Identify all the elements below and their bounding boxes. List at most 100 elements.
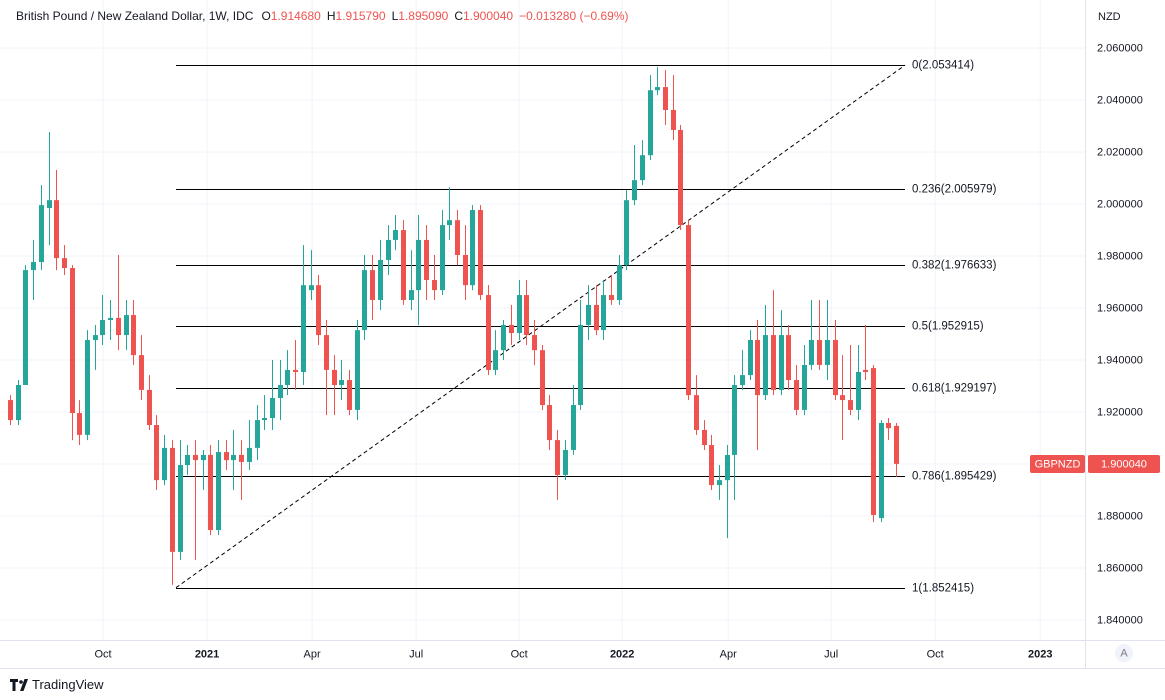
candle-body [655, 87, 660, 91]
candle-body [239, 454, 244, 462]
last-price-label: 1.900040 [1101, 458, 1147, 470]
candle-body [771, 335, 776, 390]
candle-body [347, 380, 352, 410]
candle-body [332, 369, 337, 385]
x-tick-label: 2022 [610, 648, 634, 660]
candle-body [93, 335, 98, 341]
brand-name: TradingView [32, 677, 104, 692]
x-tick-label: Oct [927, 648, 944, 660]
header-title: British Pound / New Zealand Dollar, 1W, … [16, 9, 254, 23]
ohlc-value: 1.915790 [336, 9, 386, 23]
y-axis-label: NZD [1098, 11, 1121, 23]
candle-body [16, 384, 21, 421]
candle-body [663, 87, 668, 110]
candle-body [293, 369, 298, 372]
candle-body [632, 180, 637, 201]
candle-body [178, 465, 183, 552]
x-tick-label: Apr [304, 648, 321, 660]
candle-body [879, 422, 884, 519]
candle-body [8, 400, 13, 421]
candle-body [386, 239, 391, 260]
candle-body [678, 129, 683, 226]
candle-body [362, 270, 367, 331]
candle-body [540, 350, 545, 406]
candle-body [116, 317, 121, 336]
x-tick-label: Oct [94, 648, 111, 660]
x-tick-label: Jul [824, 648, 838, 660]
symbol-tag [1030, 455, 1085, 473]
candle-body [447, 220, 452, 226]
candle-body [779, 335, 784, 390]
candle-body [571, 405, 576, 450]
candle-body [216, 452, 221, 531]
candle-body [871, 368, 876, 515]
candle-body [578, 324, 583, 406]
fib-level-label: 0.786(1.895429) [912, 471, 997, 483]
candle-body [686, 225, 691, 396]
candle-body [193, 454, 198, 461]
candle-body [401, 230, 406, 300]
candle-body [709, 445, 714, 486]
candle-body [748, 340, 753, 376]
candle-body [139, 355, 144, 390]
x-tick-label: 2021 [195, 648, 219, 660]
candle-body [231, 454, 236, 461]
candle-body [702, 429, 707, 446]
candle-body [624, 200, 629, 266]
brand-logo [10, 679, 28, 691]
candle-body [493, 350, 498, 370]
candle-body [285, 369, 290, 385]
y-tick-label: 1.920000 [1097, 406, 1143, 418]
header: British Pound / New Zealand Dollar, 1W, … [16, 9, 628, 23]
candle-body [208, 454, 213, 531]
candle-body [594, 304, 599, 331]
candle-body [640, 155, 645, 181]
ohlc-value: 1.914680 [271, 9, 321, 23]
candle-body [162, 447, 167, 481]
candle-body [124, 315, 129, 336]
ohlc-letter: C [454, 9, 463, 23]
candle-body [131, 315, 136, 356]
candle-body [31, 262, 36, 271]
fib-level-label: 0.618(1.929197) [912, 383, 997, 395]
fib-level-label: 0.236(2.005979) [912, 184, 997, 196]
ohlc-letter: L [392, 9, 399, 23]
candle-body [555, 440, 560, 475]
y-tick-label: 1.880000 [1097, 510, 1143, 522]
scale-mode-label[interactable]: A [1120, 647, 1128, 659]
candle-body [70, 268, 75, 414]
candle-body [54, 200, 59, 259]
candle-body [100, 320, 105, 336]
y-tick-label: 2.060000 [1097, 42, 1143, 54]
candle-body [786, 335, 791, 381]
y-tick-label: 1.840000 [1097, 614, 1143, 626]
candle-body [309, 285, 314, 291]
candle-body [547, 405, 552, 441]
candle-body [840, 395, 845, 401]
candle-body [478, 210, 483, 296]
candle-body [370, 270, 375, 300]
scale-mode-button[interactable] [1115, 644, 1133, 662]
candle-body [416, 239, 421, 291]
candle-body [170, 447, 175, 552]
candle-body [301, 285, 306, 372]
candle-body [717, 480, 722, 486]
y-tick-label: 1.960000 [1097, 302, 1143, 314]
candle-body [763, 335, 768, 396]
y-tick-label: 2.040000 [1097, 94, 1143, 106]
candle-body [802, 364, 807, 410]
candle-body [463, 255, 468, 286]
y-tick-label: 1.860000 [1097, 562, 1143, 574]
candle-body [856, 371, 861, 410]
candle-body [47, 200, 52, 208]
candle-body [393, 230, 398, 240]
candle-body [825, 340, 830, 365]
candle-body [324, 335, 329, 370]
candle-body [85, 340, 90, 435]
candle-body [224, 452, 229, 461]
symbol-label: GBPNZD [1035, 458, 1081, 470]
candle-body [247, 447, 252, 462]
candle-body [378, 259, 383, 300]
